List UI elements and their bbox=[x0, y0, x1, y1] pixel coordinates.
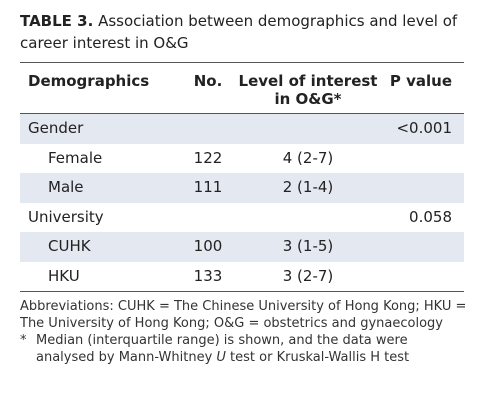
item-level: 4 (2-7) bbox=[282, 148, 334, 167]
table-number: TABLE 3. bbox=[20, 12, 94, 30]
p-value: <0.001 bbox=[396, 119, 452, 137]
item-row: Male 111 2 (1-4) bbox=[20, 173, 464, 203]
item-no: 111 bbox=[193, 178, 223, 196]
note: * Median (interquartile range) is shown,… bbox=[20, 332, 470, 366]
header-cell: No. bbox=[193, 72, 223, 90]
item-row: Female 122 4 (2-7) bbox=[20, 144, 464, 174]
item-row: CUHK 100 3 (1-5) bbox=[20, 232, 464, 262]
table-title: TABLE 3. Association between demographic… bbox=[20, 10, 460, 54]
item-level: 3 (1-5) bbox=[282, 237, 334, 255]
footnotes: Abbreviations: CUHK = The Chinese Univer… bbox=[20, 298, 470, 366]
item-no: 122 bbox=[193, 148, 223, 167]
item-no: 133 bbox=[193, 266, 223, 285]
item-level: 2 (1-4) bbox=[282, 178, 334, 196]
note-italic: U bbox=[216, 350, 226, 365]
note-text: Median (interquartile range) is shown, a… bbox=[36, 332, 470, 366]
title-text: Association between demographics and lev… bbox=[20, 12, 458, 52]
item-label: Female bbox=[48, 148, 103, 167]
note-part: Median (interquartile range) is shown, a… bbox=[36, 333, 408, 365]
header-cell: Demographics bbox=[28, 72, 150, 90]
table: Demographics No. Level of interest in O&G*… bbox=[20, 62, 464, 292]
item-level: 3 (2-7) bbox=[282, 266, 334, 285]
item-label: Male bbox=[48, 178, 84, 196]
abbreviations: Abbreviations: CUHK = The Chinese Univer… bbox=[20, 299, 467, 331]
item-label: HKU bbox=[48, 266, 80, 285]
item-label: CUHK bbox=[48, 237, 91, 255]
p-value: 0.058 bbox=[409, 207, 452, 226]
item-no: 100 bbox=[193, 237, 223, 255]
group-label: University bbox=[28, 207, 104, 226]
header-row: Demographics No. Level of interest in O&G*… bbox=[20, 63, 464, 114]
group-row: University 0.058 bbox=[20, 203, 464, 233]
group-label: Gender bbox=[28, 119, 84, 137]
header-cell: P value bbox=[389, 72, 452, 90]
item-row: HKU 133 3 (2-7) bbox=[20, 262, 464, 292]
note-part: test or Kruskal-Wallis H test bbox=[225, 350, 410, 365]
note-marker: * bbox=[20, 333, 27, 348]
header-cell: Level of interest in O&G* bbox=[238, 72, 378, 108]
group-row: Gender <0.001 bbox=[20, 114, 464, 144]
